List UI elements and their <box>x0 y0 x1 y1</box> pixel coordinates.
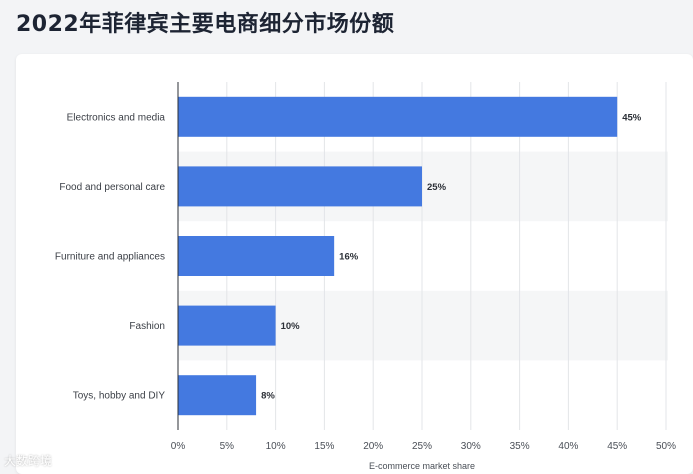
bar <box>178 375 257 416</box>
bar <box>178 305 276 346</box>
x-tick-label: 0% <box>171 441 186 452</box>
data-label: 8% <box>261 391 275 402</box>
bar <box>178 96 618 137</box>
x-axis-title: E-commerce market share <box>369 461 475 471</box>
watermark-logo: 大数跨境 <box>4 454 53 468</box>
x-tick-label: 25% <box>412 441 432 452</box>
x-tick-label: 30% <box>461 441 481 452</box>
x-tick-label: 35% <box>510 441 530 452</box>
x-tick-label: 40% <box>558 441 578 452</box>
data-label: 16% <box>339 252 359 263</box>
category-label: Furniture and appliances <box>55 252 165 263</box>
bar <box>178 236 335 276</box>
data-label: 45% <box>622 112 642 123</box>
x-tick-label: 45% <box>607 441 627 452</box>
x-tick-label: 50% <box>656 441 676 452</box>
category-label: Fashion <box>129 321 165 332</box>
category-label: Electronics and media <box>67 112 166 123</box>
data-label: 25% <box>427 182 447 193</box>
category-label: Food and personal care <box>59 182 165 193</box>
x-tick-label: 20% <box>363 441 383 452</box>
x-tick-label: 10% <box>266 441 286 452</box>
bar <box>178 166 422 207</box>
x-tick-label: 15% <box>314 441 334 452</box>
x-tick-label: 5% <box>220 441 235 452</box>
category-label: Toys, hobby and DIY <box>73 391 166 402</box>
data-label: 10% <box>281 321 301 332</box>
page-title: 2022年菲律宾主要电商细分市场份额 <box>16 12 395 37</box>
